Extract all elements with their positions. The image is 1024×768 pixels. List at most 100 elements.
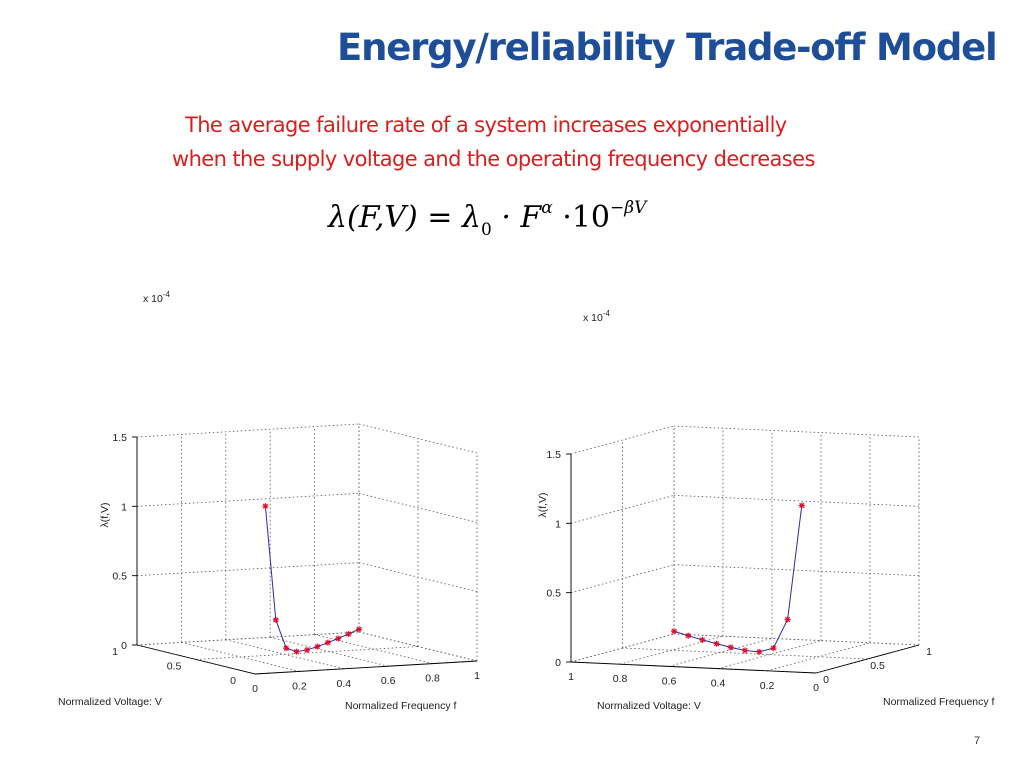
f-axis-line — [570, 661, 817, 674]
plot-left-grid: 0 0.2 0.4 0.6 0.8 100.51 00.511.5 — [112, 423, 480, 695]
z-tick-label: 1.5 — [546, 449, 561, 461]
plot-right-data — [671, 502, 805, 655]
data-point-marker — [324, 639, 331, 646]
z-tick-label: 0 — [121, 640, 127, 652]
z-tick-label: 0.5 — [546, 588, 561, 600]
wall-gridline-z — [136, 562, 360, 577]
data-point-marker — [272, 616, 279, 623]
data-point-marker — [798, 502, 805, 509]
z-tick-label: 1 — [555, 518, 561, 530]
floor-gridline-f — [668, 638, 773, 667]
data-point-marker — [727, 644, 734, 651]
f-tick-label: 0.6 — [662, 675, 677, 687]
wall-gridline-z — [673, 564, 920, 577]
formula-middle: · F — [491, 200, 542, 235]
data-point-marker — [345, 630, 352, 637]
data-point-marker — [685, 632, 692, 639]
failure-rate-formula: λ(F,V) = λ0 · Fα ·10−βV — [328, 198, 646, 240]
v-tick-label: 1 — [926, 646, 932, 658]
plot-left-z-label: λ(f,V) — [99, 502, 111, 527]
z-tick-label: 1 — [121, 501, 127, 513]
data-point-marker — [671, 628, 677, 635]
f-tick-label: 0.4 — [711, 678, 726, 690]
lambda-curve — [673, 505, 803, 653]
v-tick-label: 0 — [823, 674, 829, 686]
f-tick-label: 0.8 — [613, 673, 628, 685]
floor-gridline-f — [717, 640, 822, 669]
wall-gridline-z — [136, 492, 360, 507]
plot-left-axes: x 10-4 λ(f,V) Normalized Frequency f Nor… — [58, 290, 457, 712]
f-tick-label: 1 — [568, 671, 574, 683]
f-axis-line — [254, 660, 478, 675]
data-point-marker — [770, 645, 777, 652]
data-point-marker — [713, 640, 720, 647]
plot-left-y-label: Normalized Voltage: V — [58, 696, 162, 708]
floor-gridline-f — [314, 634, 433, 664]
f-tick-label: 0.6 — [381, 675, 396, 687]
data-point-marker — [756, 648, 763, 655]
wall-gridline-z — [570, 633, 675, 663]
v-tick-label: 0.5 — [167, 661, 182, 673]
data-point-marker — [356, 626, 362, 633]
data-point-marker — [784, 616, 791, 623]
data-point-marker — [335, 635, 342, 642]
f-tick-label: 0.8 — [425, 673, 440, 685]
subtitle-line-2: when the supply voltage and the operatin… — [172, 147, 815, 171]
v-axis-line — [815, 644, 920, 674]
wall-gridline-z — [673, 425, 920, 438]
f-tick-label: 0.2 — [760, 680, 775, 692]
plot-right-y-label: Normalized Frequency f — [883, 696, 995, 708]
f-tick-label: 0 — [252, 683, 258, 695]
formula-lambda-subscript: 0 — [481, 220, 492, 240]
subtitle: The average failure rate of a system inc… — [172, 108, 932, 176]
plot-right-axes: x 10-4 λ(f,V) Normalized Voltage: V Norm… — [537, 309, 995, 712]
data-point-marker — [304, 646, 310, 653]
plot-left-data — [262, 503, 362, 655]
formula-ten: ·10 — [552, 200, 610, 235]
z-tick-label: 1.5 — [112, 432, 127, 444]
f-tick-label: 0.4 — [336, 678, 351, 690]
v-tick-label: 0.5 — [870, 660, 885, 672]
formula-exponent: −βV — [610, 198, 647, 218]
floor-gridline-v — [195, 646, 419, 660]
v-axis-line — [136, 644, 256, 675]
data-point-marker — [742, 647, 748, 654]
floor-gridline-v — [622, 647, 868, 660]
z-tick-label: 0.5 — [112, 571, 127, 583]
wall-gridline-z — [570, 494, 675, 524]
wall-gridline-z — [570, 425, 675, 455]
plot-left-x-label: Normalized Frequency f — [345, 700, 457, 712]
wall-gridline-z — [570, 564, 675, 594]
data-point-marker — [293, 648, 300, 655]
wall-gridline-z — [358, 631, 478, 662]
wall-gridline-z — [358, 562, 478, 593]
data-point-marker — [262, 503, 269, 510]
lambda-curve — [264, 506, 360, 653]
wall-gridline-z — [136, 631, 360, 646]
data-point-marker — [699, 636, 706, 643]
wall-gridline-z — [673, 494, 920, 507]
plot-left-scale-label: x 10-4 — [143, 290, 171, 305]
v-tick-label: 0 — [230, 675, 236, 687]
data-point-marker — [314, 643, 321, 650]
z-tick-label: 0 — [555, 657, 561, 669]
slide-title: Energy/reliability Trade-off Model — [337, 26, 998, 69]
wall-gridline-z — [673, 633, 920, 646]
data-point-marker — [283, 645, 290, 652]
f-tick-label: 0 — [813, 682, 819, 694]
page-number: 7 — [974, 735, 981, 747]
wall-gridline-z — [136, 423, 360, 438]
plot-right-z-label: λ(f,V) — [537, 492, 549, 517]
wall-gridline-z — [358, 423, 478, 454]
f-tick-label: 1 — [474, 670, 480, 682]
subtitle-line-1: The average failure rate of a system inc… — [185, 113, 787, 137]
formula-alpha-exponent: α — [541, 198, 553, 218]
v-tick-label: 1 — [112, 646, 118, 658]
plot-right-scale-label: x 10-4 — [583, 309, 611, 324]
f-tick-label: 0.2 — [292, 680, 307, 692]
formula-lhs: λ(F,V) = λ — [328, 200, 481, 235]
wall-gridline-z — [358, 492, 478, 523]
